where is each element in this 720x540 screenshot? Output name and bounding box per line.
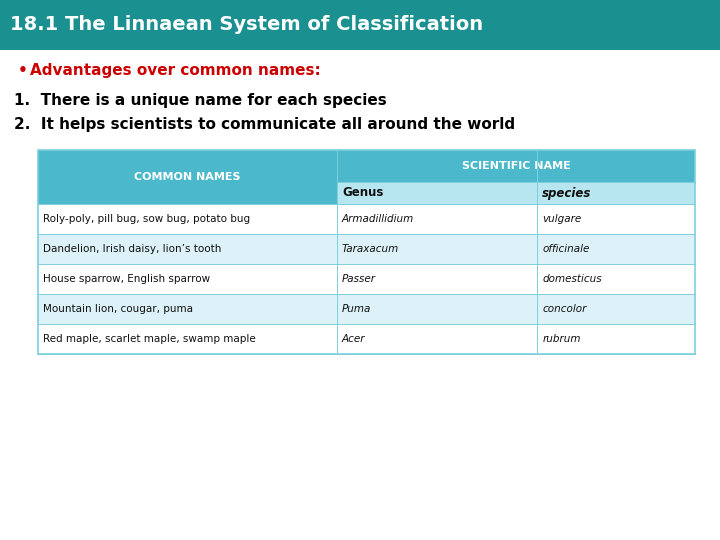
Text: rubrum: rubrum	[542, 334, 581, 344]
Text: officinale: officinale	[542, 244, 590, 254]
Bar	[0, 0, 720, 50]
Text: •: •	[18, 63, 28, 78]
Bar	[38, 264, 695, 294]
Text: 18.1 The Linnaean System of Classification: 18.1 The Linnaean System of Classificati…	[10, 16, 483, 35]
Text: Passer: Passer	[342, 274, 376, 284]
Bar	[38, 324, 695, 354]
Bar	[537, 182, 695, 204]
Text: Advantages over common names:: Advantages over common names:	[30, 63, 320, 78]
Text: Genus: Genus	[342, 186, 383, 199]
Bar	[38, 204, 695, 234]
Text: species: species	[542, 186, 592, 199]
Text: Roly-poly, pill bug, sow bug, potato bug: Roly-poly, pill bug, sow bug, potato bug	[43, 214, 250, 224]
Text: Dandelion, Irish daisy, lion’s tooth: Dandelion, Irish daisy, lion’s tooth	[43, 244, 221, 254]
Text: Taraxacum: Taraxacum	[342, 244, 399, 254]
Bar	[38, 294, 695, 324]
Text: House sparrow, English sparrow: House sparrow, English sparrow	[43, 274, 210, 284]
Text: SCIENTIFIC NAME: SCIENTIFIC NAME	[462, 161, 570, 171]
Text: vulgare: vulgare	[542, 214, 582, 224]
Text: 2.  It helps scientists to communicate all around the world: 2. It helps scientists to communicate al…	[14, 118, 515, 132]
Text: Armadillidium: Armadillidium	[342, 214, 414, 224]
Text: domesticus: domesticus	[542, 274, 602, 284]
Bar	[337, 182, 537, 204]
Text: Acer: Acer	[342, 334, 366, 344]
Bar	[337, 150, 695, 182]
Text: 1.  There is a unique name for each species: 1. There is a unique name for each speci…	[14, 92, 387, 107]
Bar	[38, 150, 337, 204]
Bar	[38, 150, 695, 354]
Text: Mountain lion, cougar, puma: Mountain lion, cougar, puma	[43, 304, 193, 314]
Text: Puma: Puma	[342, 304, 372, 314]
Text: COMMON NAMES: COMMON NAMES	[134, 172, 240, 182]
Text: concolor: concolor	[542, 304, 587, 314]
Text: Red maple, scarlet maple, swamp maple: Red maple, scarlet maple, swamp maple	[43, 334, 256, 344]
Bar	[38, 234, 695, 264]
